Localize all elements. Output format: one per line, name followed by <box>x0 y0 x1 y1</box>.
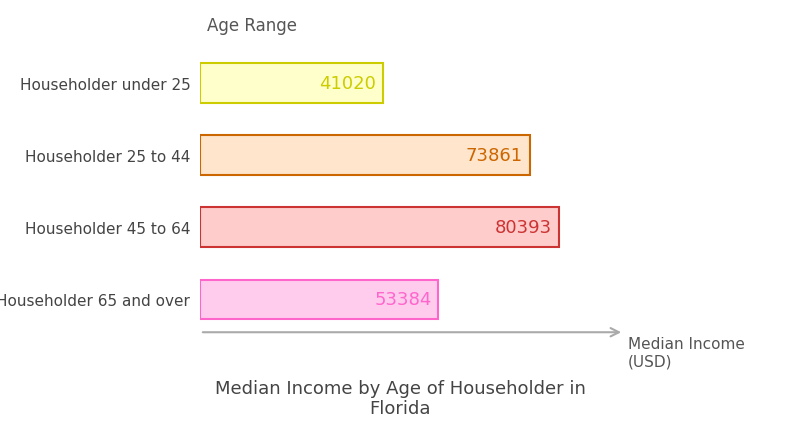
Bar <box>200 208 559 248</box>
Text: 41020: 41020 <box>319 75 376 93</box>
Bar <box>200 136 530 176</box>
Text: 73861: 73861 <box>466 147 523 165</box>
Bar <box>200 64 383 104</box>
Text: Median Income
(USD): Median Income (USD) <box>628 336 745 368</box>
Bar <box>200 280 438 320</box>
Text: 53384: 53384 <box>374 291 431 309</box>
Text: 80393: 80393 <box>495 219 552 237</box>
Text: Median Income by Age of Householder in
Florida: Median Income by Age of Householder in F… <box>214 379 586 417</box>
Text: Age Range: Age Range <box>206 17 297 35</box>
